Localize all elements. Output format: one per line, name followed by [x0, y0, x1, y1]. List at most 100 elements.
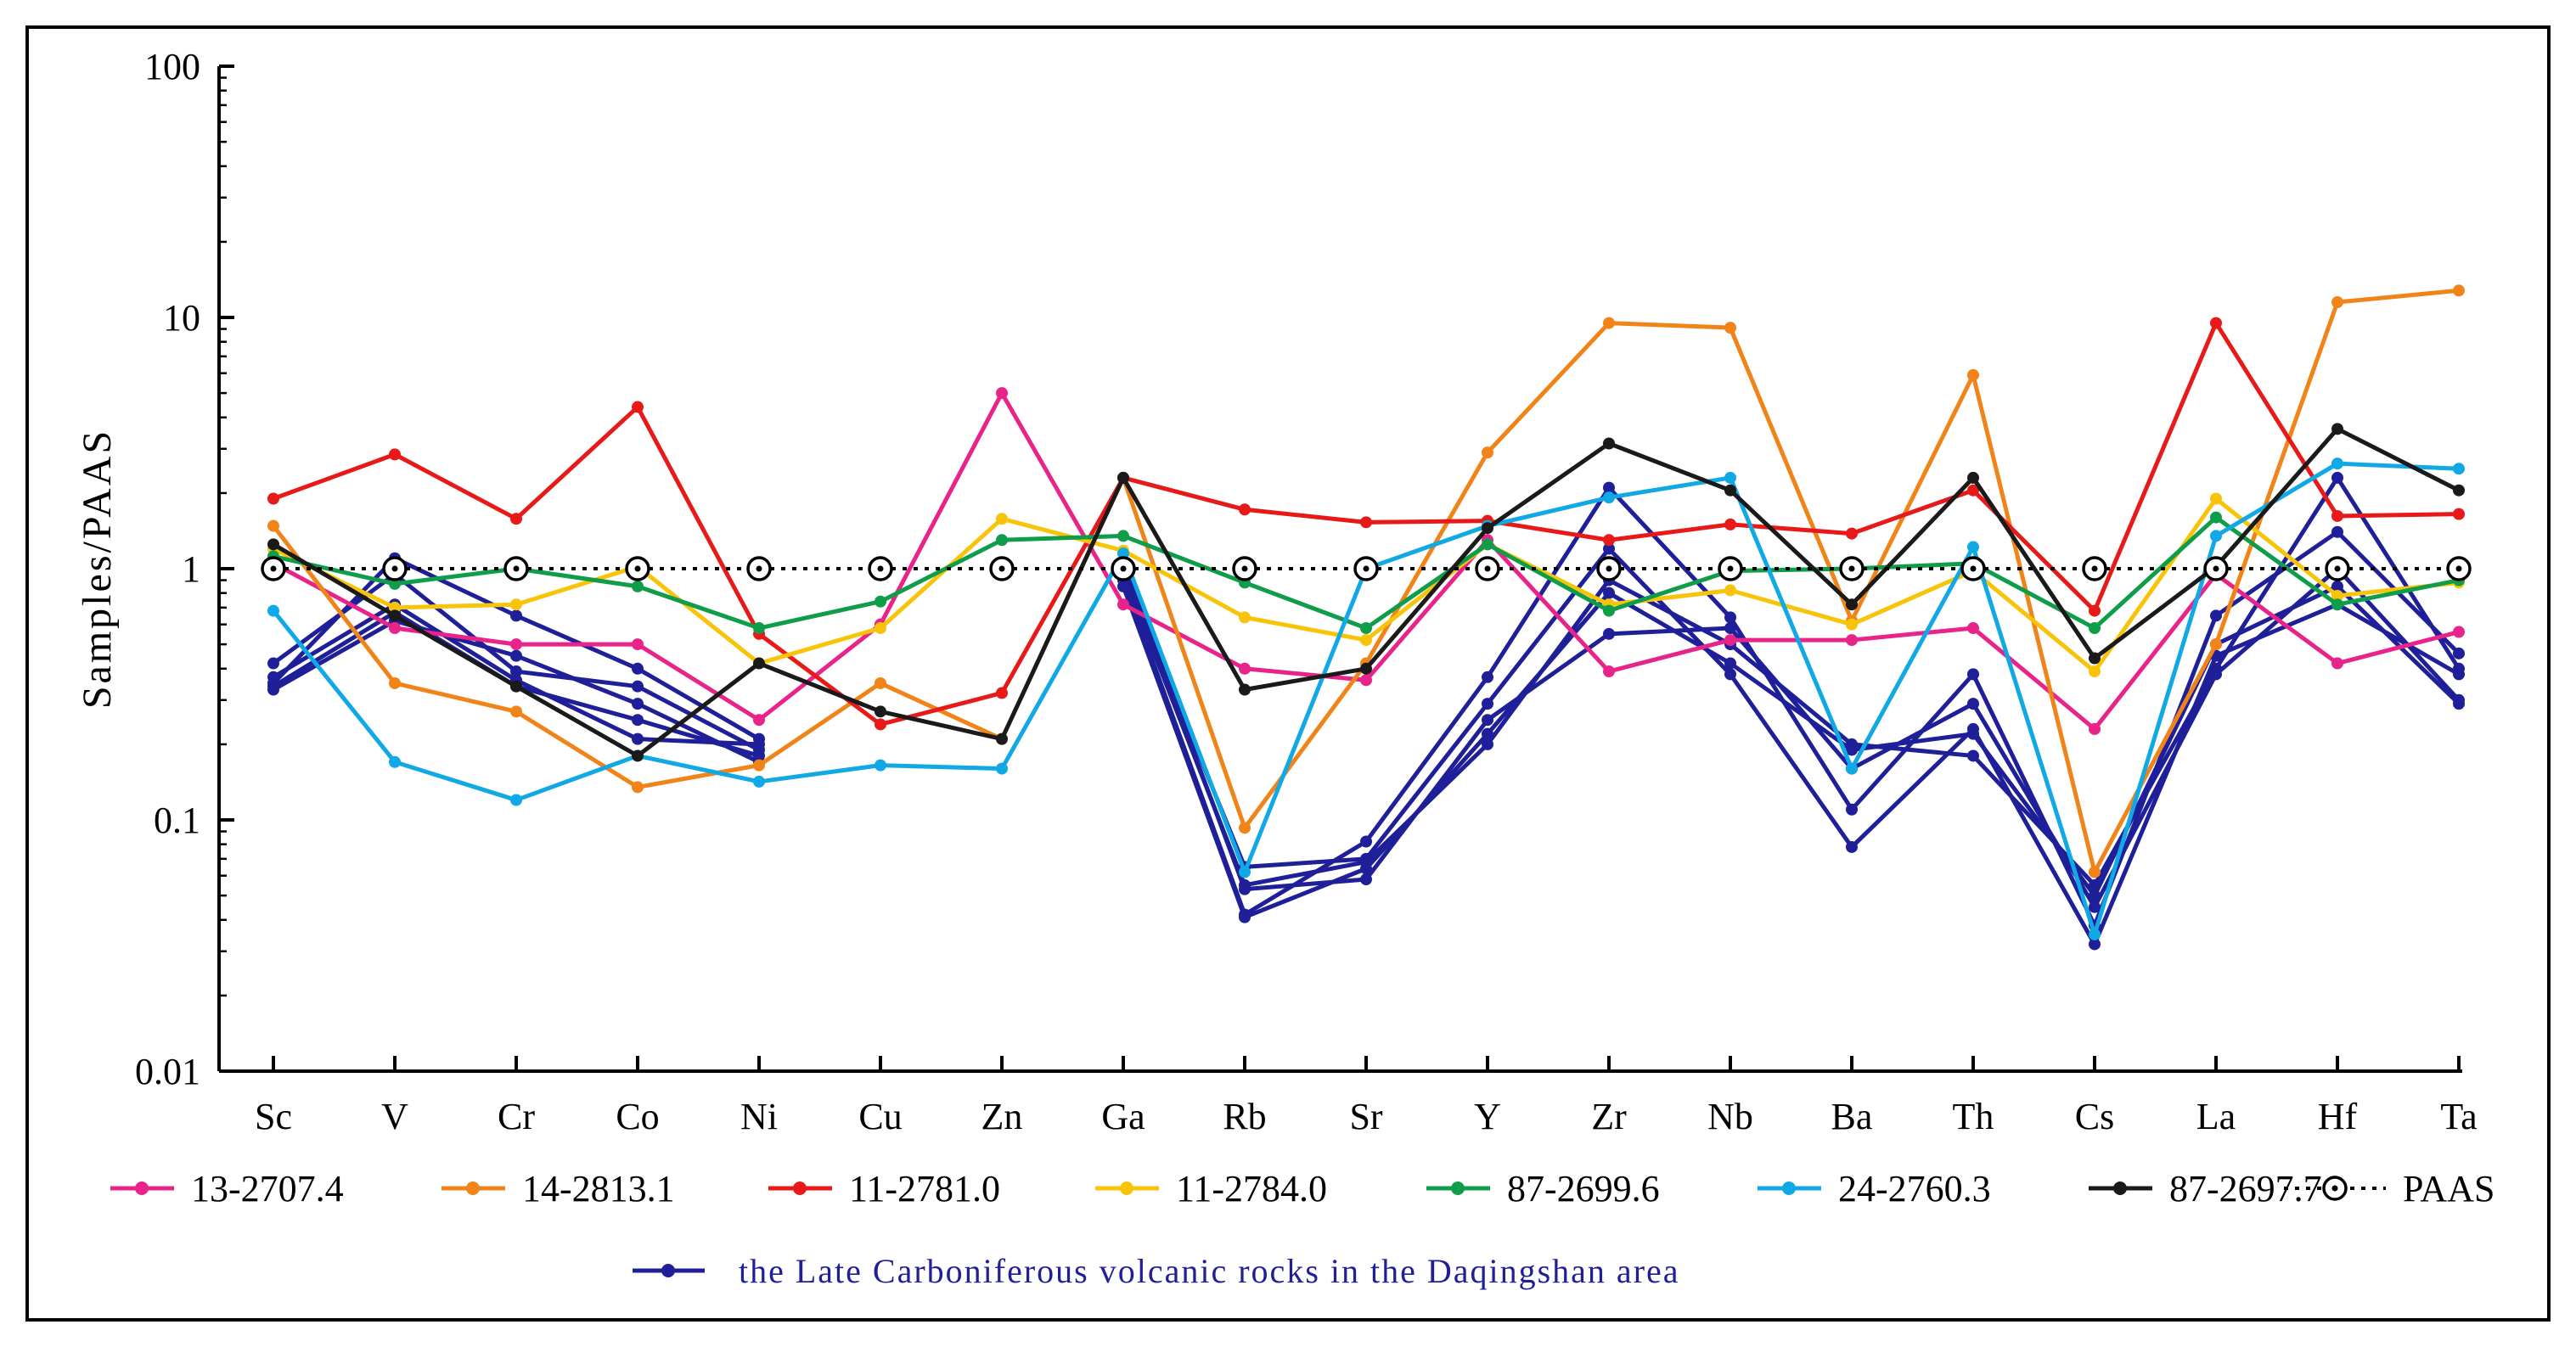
data-point — [996, 513, 1008, 525]
legend-swatch-marker — [135, 1181, 149, 1195]
data-point — [1239, 883, 1251, 895]
data-point — [1117, 547, 1129, 560]
data-point — [2331, 589, 2343, 602]
data-point — [1967, 471, 1979, 484]
data-point — [389, 676, 401, 689]
paas-marker-inner — [2455, 565, 2462, 572]
paas-marker-inner — [270, 565, 277, 572]
data-point — [2453, 668, 2465, 681]
data-point — [2453, 647, 2465, 659]
x-tick-label: Sr — [1349, 1096, 1382, 1137]
data-point — [996, 534, 1008, 547]
data-point — [753, 714, 765, 727]
paas-marker-inner — [1606, 565, 1612, 572]
data-point — [753, 749, 765, 762]
data-point — [1360, 634, 1372, 647]
legend-label: 11-2784.0 — [1176, 1168, 1327, 1209]
data-point — [510, 705, 522, 718]
data-point — [2210, 668, 2222, 681]
data-point — [510, 638, 522, 651]
reference-line-segment — [1121, 475, 2461, 888]
data-point — [1482, 738, 1493, 750]
data-point — [2089, 652, 2101, 665]
data-point — [2453, 626, 2465, 638]
data-point — [1360, 862, 1372, 875]
paas-marker-inner — [756, 565, 762, 572]
data-point — [996, 732, 1008, 745]
data-point — [1603, 534, 1615, 547]
series-layer — [261, 284, 2472, 951]
data-point — [1482, 671, 1493, 683]
data-point — [267, 519, 279, 532]
legend-label: 87-2699.6 — [1507, 1168, 1660, 1209]
data-point — [1846, 744, 1858, 756]
data-point — [267, 538, 279, 551]
axes: 0.01 0.1 1 10 100 Sc V Cr Co Ni Cu Zn Ga Rb Sr Y Zr Nb Ba T… — [75, 46, 2478, 1137]
reference-line-segment — [1121, 584, 2461, 920]
data-point — [753, 622, 765, 635]
data-point — [1846, 762, 1858, 775]
data-point — [1239, 911, 1251, 923]
data-point — [1117, 530, 1129, 542]
data-point — [875, 595, 886, 608]
data-point — [1846, 840, 1858, 853]
y-tick-label: 0.1 — [154, 800, 200, 841]
data-point — [753, 759, 765, 772]
legend-label: 11-2781.0 — [849, 1168, 1000, 1209]
data-point — [2089, 866, 2101, 878]
data-point — [2453, 284, 2465, 297]
data-point — [2331, 580, 2343, 592]
data-point — [1724, 634, 1736, 647]
legend-label: PAAS — [2403, 1168, 2494, 1209]
legend-label: 13-2707.4 — [191, 1168, 344, 1209]
data-point — [2089, 928, 2101, 940]
data-point — [632, 732, 644, 745]
data-point — [1603, 627, 1615, 640]
data-point — [1724, 657, 1736, 670]
y-tick-label: 100 — [144, 46, 200, 87]
data-point — [1603, 587, 1615, 599]
data-point — [1239, 662, 1251, 675]
data-point — [875, 676, 886, 689]
data-point — [996, 762, 1008, 775]
data-point — [1967, 368, 1979, 381]
y-axis-title: Samples/PAAS — [75, 429, 120, 709]
data-point — [2331, 423, 2343, 435]
reference-line-segment — [1121, 562, 2461, 910]
legend-swatch-marker — [1120, 1181, 1133, 1195]
data-point — [632, 680, 644, 693]
data-point — [632, 662, 644, 675]
data-point — [2331, 657, 2343, 670]
data-point — [1724, 484, 1736, 497]
data-point — [267, 680, 279, 693]
x-tick-label: La — [2196, 1096, 2236, 1137]
data-point — [1846, 618, 1858, 631]
data-point — [510, 513, 522, 525]
data-point — [2089, 604, 2101, 617]
data-point — [2331, 598, 2343, 611]
data-point — [1603, 604, 1615, 617]
y-tick-label: 0.01 — [135, 1051, 200, 1092]
data-point — [2210, 530, 2222, 542]
data-point — [1846, 803, 1858, 816]
paas-marker-inner — [1970, 565, 1977, 572]
x-tick-label: Ni — [740, 1096, 778, 1137]
data-point — [875, 759, 886, 772]
data-point — [875, 718, 886, 731]
data-point — [2331, 471, 2343, 484]
data-point — [1360, 516, 1372, 529]
data-point — [2089, 901, 2101, 913]
data-point — [1117, 598, 1129, 611]
data-point — [1724, 668, 1736, 681]
data-point — [2089, 622, 2101, 635]
x-tick-label: Hf — [2318, 1096, 2358, 1137]
data-point — [1360, 662, 1372, 675]
data-point — [2210, 638, 2222, 651]
data-point — [632, 749, 644, 762]
data-point — [1724, 322, 1736, 334]
data-point — [2089, 938, 2101, 951]
legend-swatch-marker — [466, 1181, 480, 1195]
data-point — [1724, 622, 1736, 635]
x-tick-label: Cs — [2075, 1096, 2114, 1137]
